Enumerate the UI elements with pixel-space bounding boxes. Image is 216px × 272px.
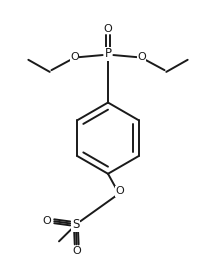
Text: P: P (105, 48, 111, 60)
Text: O: O (116, 187, 124, 196)
Text: S: S (72, 218, 79, 231)
Text: O: O (43, 216, 51, 226)
Text: O: O (137, 52, 146, 62)
Text: O: O (72, 246, 81, 256)
Text: O: O (104, 24, 112, 34)
Text: O: O (70, 52, 79, 62)
